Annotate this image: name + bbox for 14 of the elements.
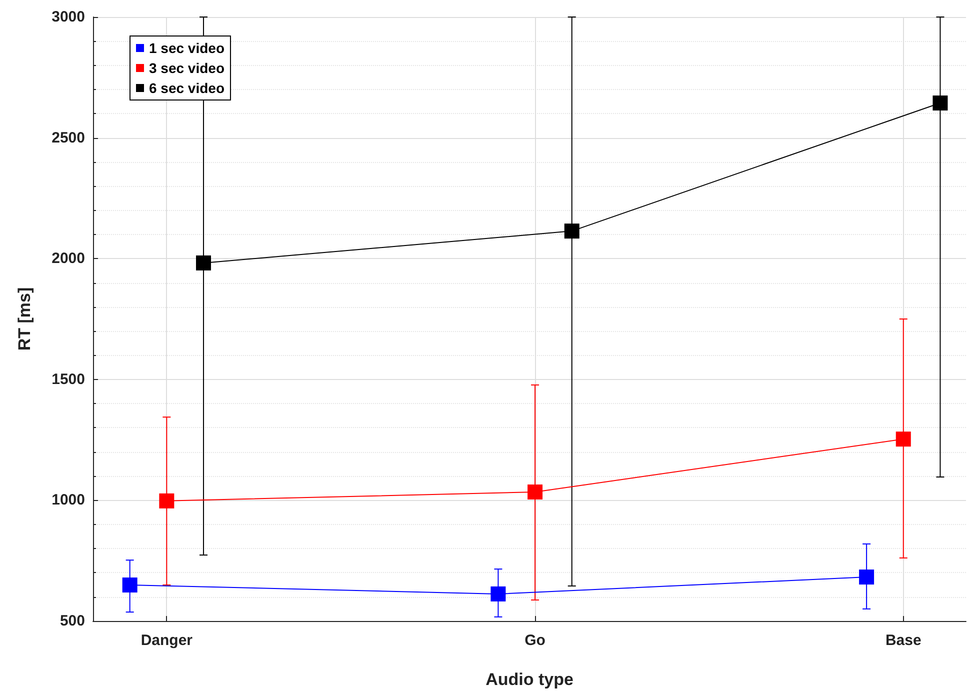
y-tick-label: 1000 [52,492,85,509]
y-tick-label: 2500 [52,129,85,146]
legend-label: 1 sec video [149,40,224,56]
legend-label: 6 sec video [149,80,224,96]
legend-label: 3 sec video [149,60,224,76]
y-tick-label: 3000 [52,8,85,26]
y-tick-label: 2000 [52,250,85,268]
y-tick-label: 1500 [52,370,85,388]
y-tick-label: 500 [60,612,85,630]
x-tick-label: Go [524,632,546,649]
x-axis-title: Audio type [486,670,574,689]
x-tick-label: Base [885,632,922,649]
y-axis-title: RT [ms] [15,287,34,351]
x-tick-label: Danger [140,632,193,649]
